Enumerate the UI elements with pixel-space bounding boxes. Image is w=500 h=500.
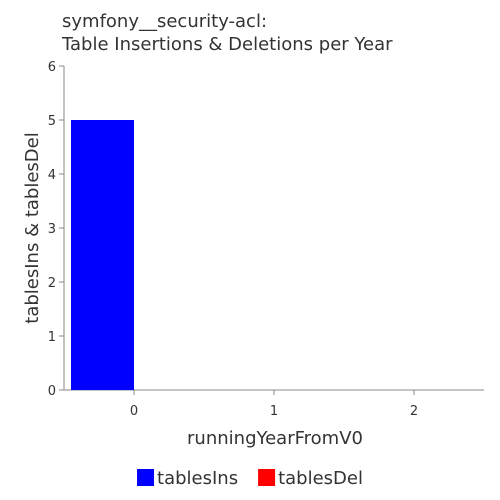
x-tick-label: 0 <box>130 404 138 419</box>
legend-label-tablesIns: tablesIns <box>157 468 238 489</box>
chart-title-line-2: Table Insertions & Deletions per Year <box>61 34 393 55</box>
x-tick-label: 1 <box>270 404 278 419</box>
y-ticks: 0 1 2 3 4 5 6 <box>48 60 64 399</box>
legend-swatch-tablesIns <box>137 469 155 486</box>
x-axis-label: runningYearFromV0 <box>187 428 363 449</box>
y-tick-label: 0 <box>48 384 56 399</box>
bar-tablesIns-0 <box>71 120 134 390</box>
legend: tablesIns tablesDel <box>137 468 363 489</box>
y-tick-label: 1 <box>48 330 56 345</box>
y-tick-label: 5 <box>48 114 56 129</box>
y-tick-label: 3 <box>48 222 56 237</box>
y-axis-label: tablesIns & tablesDel <box>22 132 43 323</box>
legend-label-tablesDel: tablesDel <box>278 468 363 489</box>
x-ticks: 0 1 2 <box>130 390 418 419</box>
bars <box>71 120 134 390</box>
x-tick-label: 2 <box>410 404 418 419</box>
y-tick-label: 2 <box>48 276 56 291</box>
chart-title-line-1: symfony__security-acl: <box>62 11 267 32</box>
legend-swatch-tablesDel <box>258 469 276 486</box>
y-tick-label: 6 <box>48 60 56 75</box>
y-tick-label: 4 <box>48 168 56 183</box>
